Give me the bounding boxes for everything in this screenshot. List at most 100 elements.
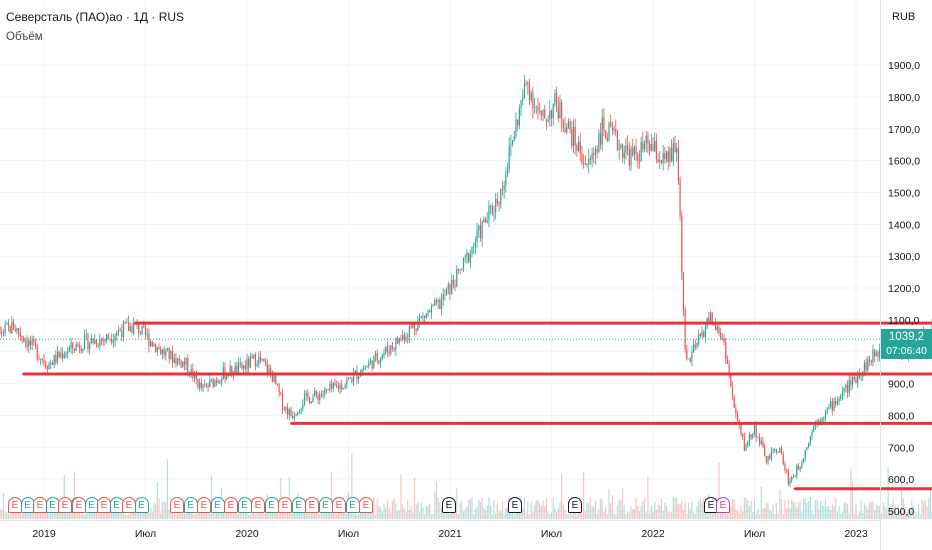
event-marker[interactable]: E	[278, 497, 292, 513]
candles	[0, 75, 932, 488]
volume-bar	[38, 511, 40, 519]
volume-bar	[537, 500, 539, 519]
volume-bar	[677, 504, 679, 519]
volume-bar	[775, 502, 778, 519]
volume-bar	[728, 512, 730, 519]
event-marker[interactable]: E	[305, 497, 319, 513]
volume-bar	[858, 511, 860, 519]
candle-body	[786, 470, 788, 472]
candle-body	[593, 153, 595, 155]
candle-body	[655, 140, 657, 160]
volume-bar	[298, 511, 301, 519]
candle-body	[676, 148, 678, 153]
candle-body	[630, 147, 632, 166]
candle-body	[354, 370, 356, 374]
event-marker[interactable]: E	[264, 497, 279, 513]
candle-body	[874, 350, 876, 357]
volume-bar	[764, 507, 766, 519]
candle-body	[11, 321, 13, 333]
event-marker[interactable]: E	[72, 497, 86, 513]
volume-bar	[437, 497, 439, 519]
candle-body	[153, 344, 155, 347]
event-marker[interactable]: E	[197, 497, 211, 513]
volume-bar	[127, 514, 130, 519]
current-price-value: 1039,2	[888, 331, 925, 344]
candle-body	[571, 129, 573, 147]
event-marker[interactable]: E	[508, 497, 522, 513]
volume-bar	[51, 512, 54, 519]
event-marker[interactable]: E	[291, 497, 306, 513]
volume-bar	[583, 472, 585, 519]
candle-body	[314, 390, 316, 397]
volume-bar	[16, 513, 18, 519]
volume-bar	[596, 513, 598, 519]
volume-bar	[363, 508, 365, 519]
event-marker[interactable]: E	[237, 497, 252, 513]
volume-bar	[515, 511, 517, 519]
candle-body	[457, 269, 460, 270]
volume-bar	[660, 498, 663, 519]
event-marker[interactable]: E	[97, 497, 111, 513]
event-marker[interactable]: E	[134, 497, 149, 513]
volume-bar	[750, 500, 752, 519]
candle-body	[249, 356, 251, 368]
event-marker[interactable]: E	[170, 497, 184, 513]
event-marker[interactable]: E	[716, 497, 730, 513]
candle-body	[657, 159, 659, 162]
event-marker[interactable]: E	[224, 497, 238, 513]
candle-body	[860, 376, 862, 378]
volume-bar	[188, 507, 191, 519]
volume-bar	[906, 512, 908, 519]
candle-body	[139, 333, 142, 335]
candle-body	[226, 374, 228, 380]
event-marker[interactable]: E	[8, 497, 22, 513]
candle-body	[440, 299, 443, 310]
volume-bar	[249, 514, 251, 519]
candle-body	[402, 334, 404, 340]
event-marker[interactable]: E	[442, 497, 456, 513]
event-marker[interactable]: E	[359, 497, 373, 513]
currency-label[interactable]: RUB	[892, 11, 916, 23]
event-marker[interactable]: E	[210, 497, 225, 513]
event-marker[interactable]: E	[58, 497, 72, 513]
bar-countdown: 07:06:40	[886, 345, 927, 358]
volume-bar	[735, 508, 737, 519]
candle-body	[263, 358, 265, 363]
event-marker[interactable]: E	[332, 497, 346, 513]
volume-bar	[43, 507, 45, 519]
volume-bar	[417, 501, 419, 519]
volume-bar	[650, 505, 652, 519]
volume-bar	[481, 498, 483, 519]
symbol-title[interactable]: Северсталь (ПАО)ао · 1Д · RUS	[6, 10, 185, 24]
candle-body	[94, 340, 96, 344]
event-marker[interactable]: E	[109, 497, 124, 513]
event-marker[interactable]: E	[318, 497, 333, 513]
event-marker[interactable]: E	[183, 497, 198, 513]
volume-bar	[276, 511, 279, 519]
volume-bar	[339, 511, 341, 519]
volume-bar	[478, 499, 480, 519]
candle-body	[346, 379, 348, 385]
volume-bar	[699, 498, 701, 519]
candle-body	[777, 451, 779, 453]
volume-indicator-label[interactable]: Объём	[6, 31, 43, 43]
candle-body	[682, 272, 685, 310]
volume-bar	[430, 513, 432, 519]
candle-body	[594, 149, 597, 155]
volume-bar	[901, 477, 903, 519]
event-marker[interactable]: E	[122, 497, 136, 513]
event-marker[interactable]: E	[345, 497, 360, 513]
time-axis[interactable]: 2019Июл2020Июл2021Июл2022Июл2023Июл2024И…	[32, 528, 932, 540]
price-axis[interactable]: 500,0600,0700,0800,0900,01000,01100,0120…	[888, 60, 920, 518]
time-tick-label: 2019	[32, 528, 56, 540]
volume-bar	[424, 514, 426, 519]
event-marker[interactable]: E	[33, 497, 47, 513]
event-marker[interactable]: E	[251, 497, 265, 513]
event-marker[interactable]: E	[568, 497, 582, 513]
candle-body	[280, 392, 282, 394]
support-resistance-lines[interactable]	[22, 321, 932, 491]
volume-bar	[662, 510, 664, 519]
volume-bar	[924, 499, 926, 519]
candle-body	[490, 205, 492, 207]
